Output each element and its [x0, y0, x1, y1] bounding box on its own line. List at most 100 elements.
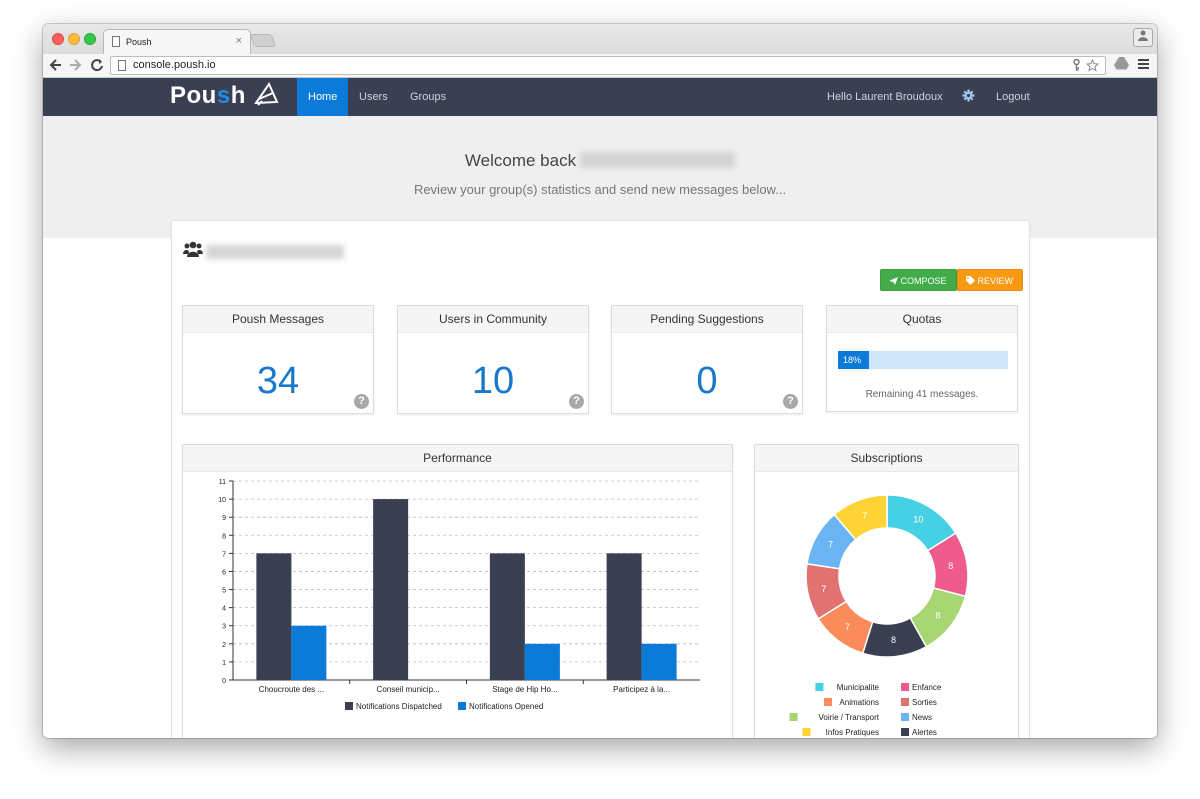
- stat-title: Users in Community: [398, 306, 588, 333]
- tab-strip: Poush ×: [43, 24, 1157, 54]
- bar-opened: [641, 643, 677, 680]
- stat-title: Quotas: [827, 306, 1017, 333]
- bar-opened: [524, 643, 560, 680]
- y-tick-label: 0: [222, 678, 226, 685]
- help-icon[interactable]: ?: [569, 394, 584, 409]
- legend-label: Notifications Opened: [469, 702, 543, 711]
- bar-dispatched: [489, 553, 525, 680]
- legend-swatch: [345, 702, 353, 710]
- x-tick-label: Participez à la...: [613, 685, 670, 694]
- y-tick-label: 11: [219, 479, 226, 486]
- legend-swatch: [802, 728, 811, 736]
- welcome-subtitle: Review your group(s) statistics and send…: [413, 182, 787, 197]
- y-tick-label: 2: [222, 642, 226, 649]
- stat-value: 0: [696, 360, 718, 402]
- slice-label: 10: [913, 515, 923, 525]
- megaphone-icon: [253, 81, 281, 114]
- page-icon: [112, 36, 120, 47]
- maximize-window-button[interactable]: [84, 33, 96, 45]
- legend-label: News: [912, 713, 932, 722]
- logout-link[interactable]: Logout: [996, 91, 1030, 103]
- y-tick-label: 6: [222, 569, 226, 576]
- nav-item-groups[interactable]: Groups: [410, 91, 447, 103]
- back-arrow-icon[interactable]: [49, 56, 62, 79]
- compose-button[interactable]: COMPOSE: [880, 269, 957, 291]
- slice-label: 7: [821, 584, 826, 594]
- legend-swatch: [901, 728, 909, 736]
- redacted-group-name: [206, 245, 344, 259]
- slice-label: 7: [845, 622, 850, 632]
- performance-bar-chart: 0 1 2 3 4 5 6 7 8 9 10 11 Choucroute des ... Conseil …: [218, 479, 700, 711]
- y-tick-label: 10: [218, 497, 226, 504]
- close-window-button[interactable]: [52, 33, 64, 45]
- legend-swatch: [789, 713, 798, 721]
- browser-tab[interactable]: Poush ×: [103, 29, 251, 54]
- new-tab-button[interactable]: [249, 34, 277, 47]
- stat-card-quotas: Quotas 18% Remaining 41 messages.: [826, 305, 1018, 412]
- review-button[interactable]: REVIEW: [957, 269, 1024, 291]
- x-tick-label: Stage de Hip Ho...: [492, 685, 557, 694]
- profile-icon[interactable]: [1133, 28, 1153, 47]
- donut-slice: [833, 494, 888, 541]
- slice-label: 8: [891, 635, 896, 645]
- bookmark-star-icon[interactable]: [1085, 58, 1100, 75]
- bar-dispatched: [256, 553, 292, 680]
- y-tick-label: 7: [222, 551, 226, 558]
- legend-label: Voirie / Transport: [819, 713, 880, 722]
- quota-progress-bar: 18%: [838, 351, 1008, 369]
- stat-value: 34: [256, 360, 300, 402]
- slice-label: 8: [935, 610, 940, 620]
- address-bar[interactable]: console.poush.io: [110, 56, 1106, 75]
- slice-label: 7: [828, 540, 833, 550]
- minimize-window-button[interactable]: [68, 33, 80, 45]
- performance-chart-panel: Performance 0 1 2 3 4 5 6 7 8 9 10 11 Choucroute des…: [182, 444, 733, 738]
- legend-label: Notifications Dispatched: [356, 702, 442, 711]
- stat-value: 10: [471, 360, 515, 402]
- redacted-user-name: [580, 152, 736, 168]
- nav-item-home[interactable]: Home: [297, 78, 349, 116]
- forward-arrow-icon[interactable]: [69, 56, 82, 79]
- brand-logo[interactable]: Poush: [170, 82, 246, 109]
- users-group-icon: [183, 241, 203, 263]
- y-tick-label: 9: [222, 515, 226, 522]
- slice-label: 8: [948, 561, 953, 571]
- bar-opened: [291, 625, 327, 680]
- welcome-heading: Welcome back: [43, 151, 1157, 171]
- stat-title: Poush Messages: [183, 306, 373, 333]
- browser-window: Poush × console.poush.io: [43, 24, 1157, 738]
- legend-label: Alertes: [912, 728, 937, 737]
- menu-icon[interactable]: [1138, 57, 1149, 72]
- stat-title: Pending Suggestions: [612, 306, 802, 333]
- site-navbar: Poush Home Users Groups Hello Laurent Br…: [43, 78, 1157, 116]
- group-panel: COMPOSE REVIEW Poush Messages 34 ? Users…: [171, 220, 1030, 738]
- url-text: console.poush.io: [133, 59, 216, 71]
- y-tick-label: 3: [222, 624, 226, 631]
- x-tick-label: Choucroute des ...: [259, 685, 324, 694]
- key-icon[interactable]: [1072, 58, 1081, 74]
- y-tick-label: 8: [222, 533, 226, 540]
- bar-dispatched: [373, 499, 409, 680]
- legend-swatch: [458, 702, 466, 710]
- reload-icon[interactable]: [90, 56, 104, 79]
- help-icon[interactable]: ?: [354, 394, 369, 409]
- chart-title: Performance: [183, 445, 732, 472]
- nav-item-users[interactable]: Users: [359, 91, 388, 103]
- tab-close-icon[interactable]: ×: [235, 35, 242, 47]
- quota-progress-fill: 18%: [838, 351, 869, 369]
- tab-title: Poush: [126, 37, 152, 47]
- chart-title: Subscriptions: [755, 445, 1018, 472]
- legend-label: Enfance: [912, 683, 942, 692]
- stat-card-users-in-community: Users in Community 10 ?: [397, 305, 589, 414]
- page-icon: [118, 60, 126, 71]
- y-tick-label: 1: [222, 660, 226, 667]
- legend-swatch: [901, 698, 909, 706]
- stat-card-poush-messages: Poush Messages 34 ?: [182, 305, 374, 414]
- user-greeting: Hello Laurent Broudoux: [827, 91, 943, 103]
- stat-card-pending-suggestions: Pending Suggestions 0 ?: [611, 305, 803, 414]
- y-tick-label: 5: [222, 588, 226, 595]
- drive-extension-icon[interactable]: [1114, 57, 1129, 75]
- legend-swatch: [901, 713, 909, 721]
- quota-remaining-text: Remaining 41 messages.: [865, 389, 979, 400]
- gear-icon[interactable]: [962, 89, 975, 107]
- help-icon[interactable]: ?: [783, 394, 798, 409]
